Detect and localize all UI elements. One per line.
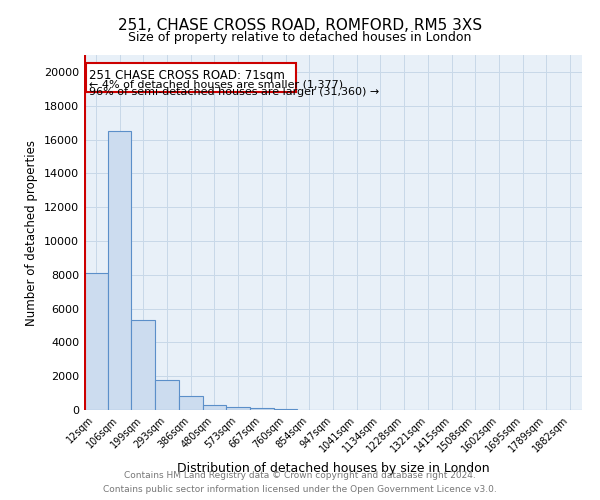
FancyBboxPatch shape [86,64,296,92]
Bar [155,380,179,410]
Y-axis label: Number of detached properties: Number of detached properties [25,140,38,326]
Text: Contains HM Land Registry data © Crown copyright and database right 2024.: Contains HM Land Registry data © Crown c… [124,472,476,480]
Bar [250,408,274,410]
Bar [84,273,108,410]
Text: Contains public sector information licensed under the Open Government Licence v3: Contains public sector information licen… [103,484,497,494]
Text: 251 CHASE CROSS ROAD: 71sqm: 251 CHASE CROSS ROAD: 71sqm [89,68,286,82]
Text: ← 4% of detached houses are smaller (1,377): ← 4% of detached houses are smaller (1,3… [89,80,344,90]
Bar [179,396,203,410]
Text: Size of property relative to detached houses in London: Size of property relative to detached ho… [128,31,472,44]
Bar [203,406,226,410]
Bar [131,320,155,410]
Bar [274,409,298,410]
Bar [226,407,250,410]
X-axis label: Distribution of detached houses by size in London: Distribution of detached houses by size … [176,462,490,475]
Bar [108,131,131,410]
Text: 96% of semi-detached houses are larger (31,360) →: 96% of semi-detached houses are larger (… [89,87,380,97]
Text: 251, CHASE CROSS ROAD, ROMFORD, RM5 3XS: 251, CHASE CROSS ROAD, ROMFORD, RM5 3XS [118,18,482,32]
